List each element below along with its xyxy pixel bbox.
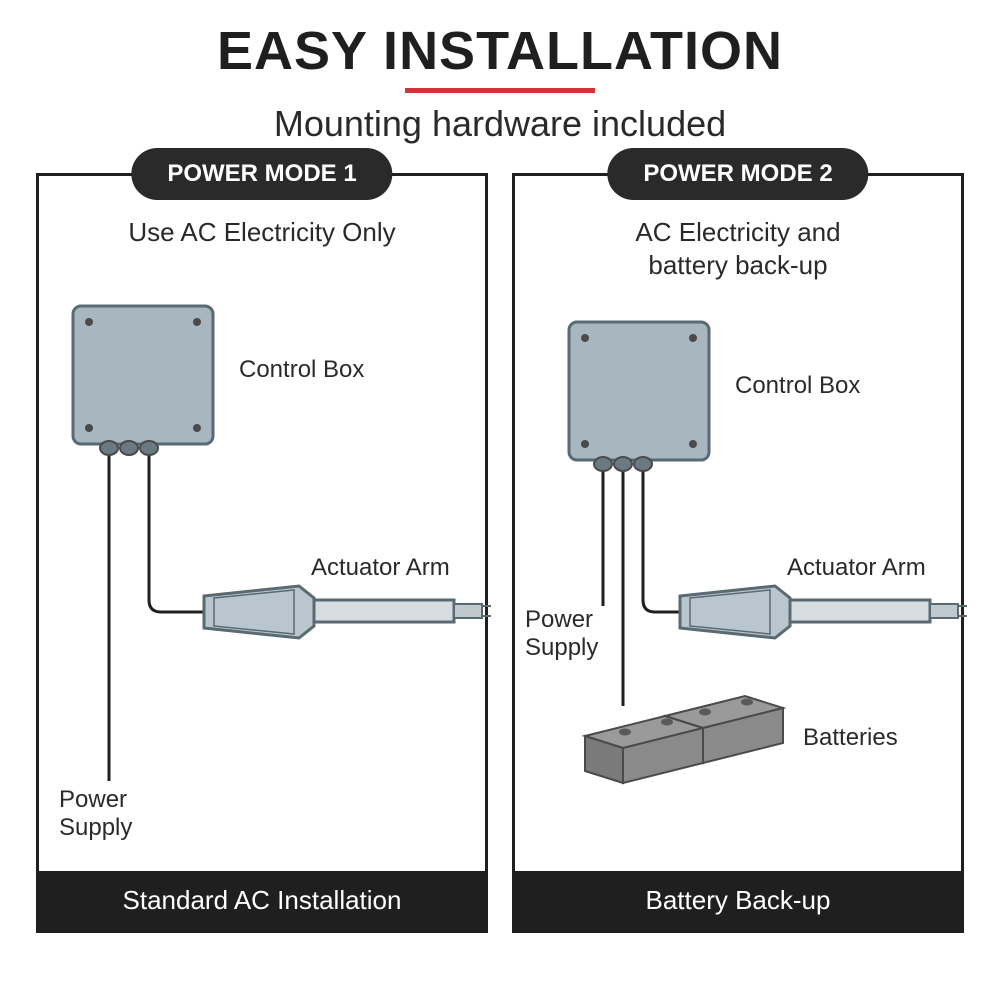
batteries-icon [585,696,783,783]
desc-mode-1: Use AC Electricity Only [39,216,485,249]
diagram-mode-2: Control Box Actuator Arm Power Supply Ba… [515,286,961,870]
badge-mode-1: POWER MODE 1 [131,148,392,200]
page-subtitle: Mounting hardware included [30,103,970,145]
label-power: Power Supply [59,786,132,841]
label-control-box: Control Box [239,356,364,384]
panels-row: POWER MODE 1 Use AC Electricity Only [30,173,970,933]
title-underline [405,88,595,93]
desc-mode-2: AC Electricity and battery back-up [515,216,961,281]
label-actuator: Actuator Arm [311,554,450,582]
label-actuator-2: Actuator Arm [787,554,926,582]
label-control-box-2: Control Box [735,372,860,400]
wire-actuator-2 [643,462,695,612]
footer-mode-2: Battery Back-up [515,871,961,930]
panel-mode-1: POWER MODE 1 Use AC Electricity Only [36,173,488,933]
control-box-icon-2 [569,322,709,471]
page-title: EASY INSTALLATION [30,20,970,82]
panel-mode-2: POWER MODE 2 AC Electricity and battery … [512,173,964,933]
label-batteries: Batteries [803,724,898,752]
badge-mode-2: POWER MODE 2 [607,148,868,200]
actuator-arm-icon [204,586,491,638]
label-power-2: Power Supply [525,606,598,661]
diagram-mode-1: Control Box Actuator Arm Power Supply [39,286,485,870]
wire-actuator [149,446,219,612]
control-box-icon [73,306,213,455]
footer-mode-1: Standard AC Installation [39,871,485,930]
actuator-arm-icon-2 [680,586,967,638]
